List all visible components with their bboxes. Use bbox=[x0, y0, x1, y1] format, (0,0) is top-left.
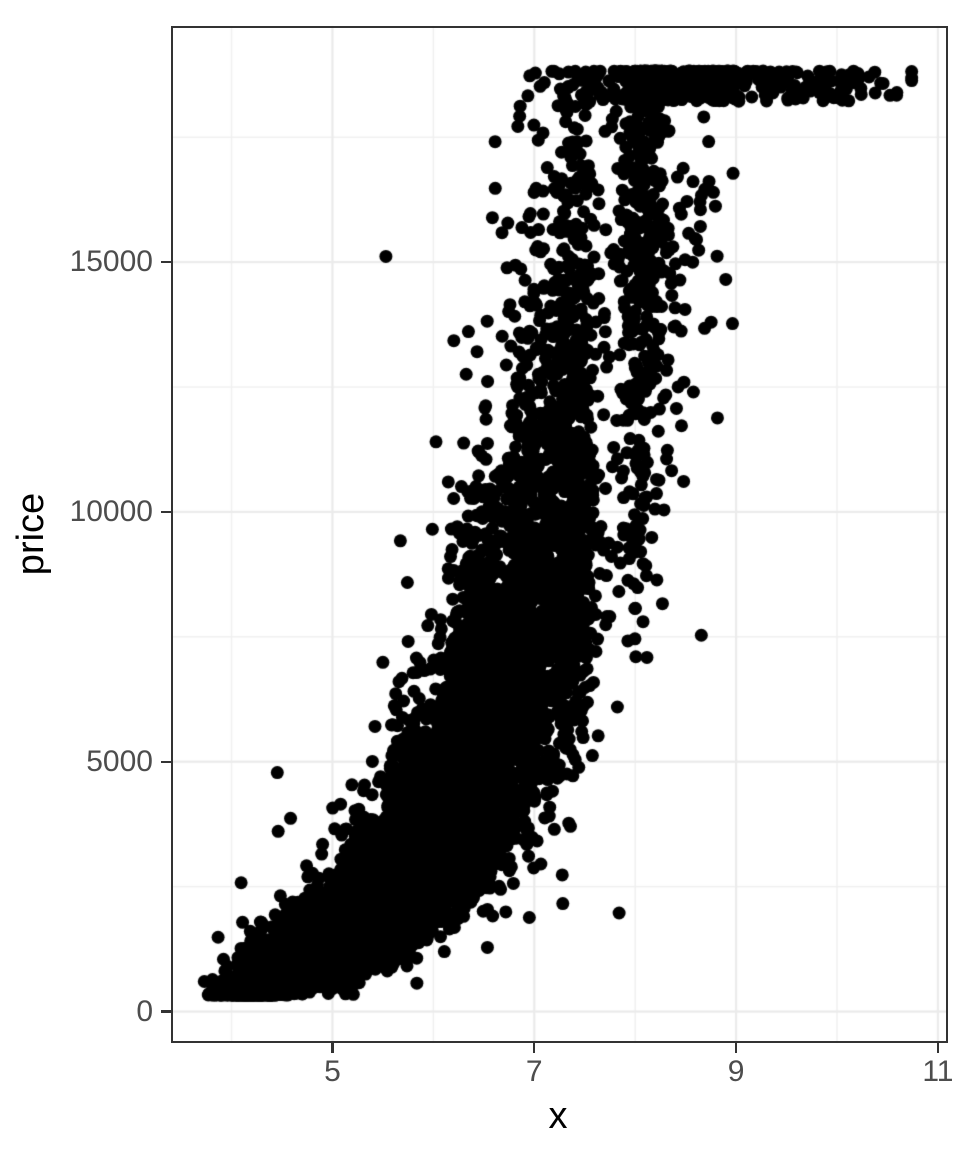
y-tick-mark bbox=[161, 510, 171, 513]
y-tick-label: 5000 bbox=[86, 744, 153, 778]
x-tick-mark bbox=[734, 1043, 738, 1053]
x-tick-label: 7 bbox=[525, 1055, 543, 1088]
y-tick-mark bbox=[161, 261, 171, 264]
y-tick-label: 15000 bbox=[69, 245, 153, 279]
x-axis-title: x bbox=[548, 1095, 568, 1137]
y-tick-label: 10000 bbox=[69, 494, 153, 528]
x-tick-label: 11 bbox=[922, 1055, 954, 1088]
y-tick-mark bbox=[161, 760, 171, 763]
x-tick-mark bbox=[936, 1043, 939, 1053]
y-tick-mark bbox=[161, 1010, 171, 1013]
y-tick-label: 0 bbox=[136, 994, 153, 1028]
x-tick-label: 5 bbox=[324, 1055, 341, 1088]
x-tick-mark bbox=[331, 1043, 334, 1053]
x-tick-label: 9 bbox=[727, 1055, 745, 1088]
x-tick-mark bbox=[533, 1043, 536, 1053]
